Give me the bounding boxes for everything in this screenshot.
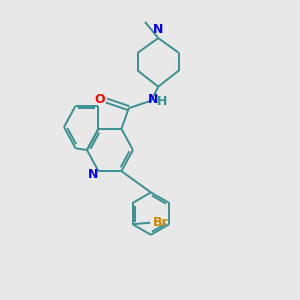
Text: Br: Br	[152, 216, 168, 229]
Text: O: O	[94, 93, 105, 106]
Text: N: N	[87, 168, 98, 181]
Text: H: H	[157, 94, 167, 108]
Text: N: N	[148, 93, 158, 106]
Text: N: N	[153, 23, 164, 36]
